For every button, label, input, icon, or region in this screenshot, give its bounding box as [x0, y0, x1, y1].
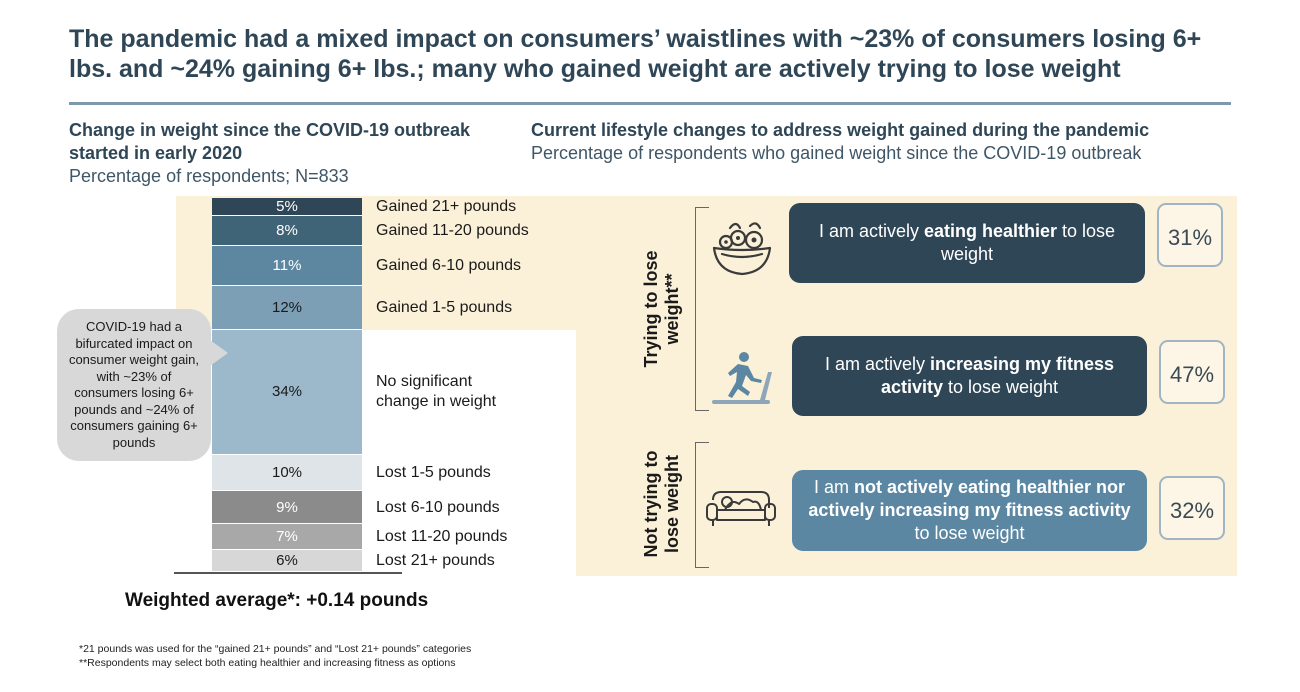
treadmill-runner-icon [712, 352, 772, 404]
percent-box-increasing-fitness: 47% [1159, 340, 1225, 404]
bar-value-label: 5% [276, 198, 298, 216]
left-chart-heading: Change in weight since the COVID-19 outb… [69, 120, 471, 163]
bar-value-label: 12% [271, 299, 303, 316]
statement-increasing-fitness: I am actively increasing my fitness acti… [792, 336, 1147, 416]
salad-bowl-icon [712, 222, 772, 276]
bar-segment: 8% [212, 216, 362, 246]
right-panel-heading: Current lifestyle changes to address wei… [531, 120, 1150, 140]
bar-value-label: 6% [276, 552, 298, 569]
bar-category-label: Gained 21+ pounds [376, 198, 517, 216]
callout-pointer [210, 340, 228, 366]
group-label-not-trying: Not trying to lose weight [641, 450, 682, 558]
bar-segment: 9% [212, 491, 362, 525]
footnote-1: *21 pounds was used for the “gained 21+ … [79, 643, 472, 655]
bar-category-label: Gained 11-20 pounds [376, 222, 529, 239]
callout-bubble: COVID-19 had a bifurcated impact on cons… [57, 309, 211, 461]
bar-category-label: Gained 6-10 pounds [376, 256, 521, 274]
bar-segment: 34% [212, 330, 362, 455]
left-chart-subheading: Percentage of respondents; N=833 [69, 166, 349, 186]
page-title: The pandemic had a mixed impact on consu… [69, 25, 1202, 83]
bar-category-label: Lost 11-20 pounds [376, 528, 508, 546]
title-divider [69, 102, 1231, 105]
bar-category-label: No significant change in weight [376, 373, 497, 411]
couch-icon [706, 491, 776, 526]
bar-segment: 10% [212, 454, 362, 492]
bar-value-label: 34% [271, 383, 303, 401]
chart-baseline [174, 572, 402, 574]
bar-value-label: 9% [276, 498, 298, 516]
footnote-2: **Respondents may select both eating hea… [79, 657, 456, 669]
group-label-trying: Trying to lose weight** [641, 250, 682, 368]
bar-segment: 6% [212, 550, 362, 572]
bar-value-label: 7% [276, 528, 298, 546]
bar-value-label: 8% [276, 221, 298, 239]
bracket-not-trying [695, 442, 709, 568]
bar-category-label: Lost 6-10 pounds [376, 498, 500, 516]
percent-box-eating-healthier: 31% [1157, 203, 1223, 267]
bar-segment: 12% [212, 286, 362, 330]
bar-category-label: Gained 1-5 pounds [376, 299, 513, 316]
bar-segment: 5% [212, 198, 362, 217]
bar-value-label: 11% [272, 256, 302, 274]
percent-box-not-trying: 32% [1159, 476, 1225, 540]
statement-not-trying: I am not actively eating healthier nor a… [792, 470, 1147, 551]
bar-value-label: 10% [271, 463, 303, 481]
bar-category-label: Lost 21+ pounds [376, 552, 495, 569]
bar-segment: 7% [212, 524, 362, 550]
bar-segment: 11% [212, 245, 362, 286]
right-panel-subheading: Percentage of respondents who gained wei… [531, 143, 1142, 163]
weighted-average: Weighted average*: +0.14 pounds [125, 590, 429, 611]
bracket-trying [695, 207, 709, 411]
bar-category-label: Lost 1-5 pounds [376, 464, 491, 481]
statement-eating-healthier: I am actively eating healthier to lose w… [789, 203, 1145, 283]
